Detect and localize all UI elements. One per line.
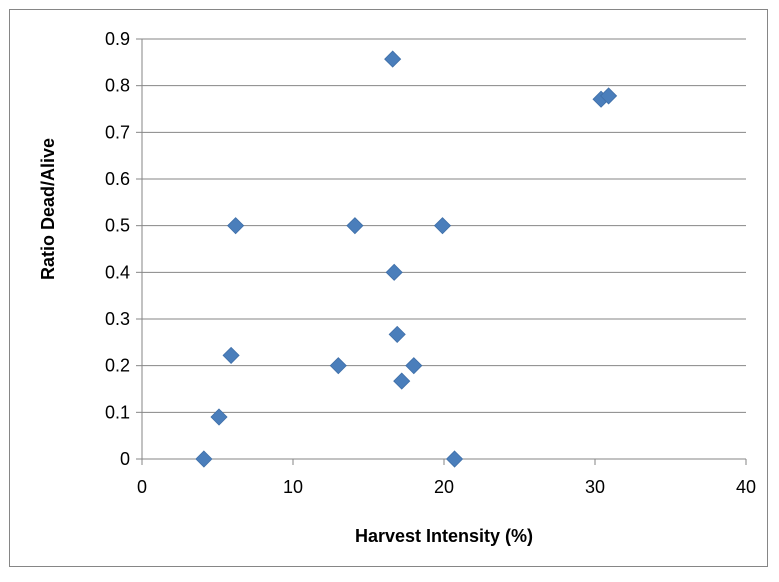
data-point [600,87,618,105]
x-tick-labels: 0 10 20 30 40 [137,477,756,497]
x-tick-label: 10 [283,477,303,497]
data-point [388,325,406,343]
chart-border [9,9,768,567]
data-points [195,50,618,468]
y-tick-label: 0.3 [105,309,130,329]
data-point [346,217,364,235]
x-tick-label: 30 [585,477,605,497]
y-tick-label: 0.9 [105,29,130,49]
axes [141,39,746,460]
data-point [210,408,228,426]
x-tick-label: 40 [736,477,756,497]
x-tick-label: 20 [434,477,454,497]
data-point [405,357,423,375]
y-tick-label: 0.4 [105,262,130,282]
data-point [195,450,213,468]
data-point [384,50,402,68]
y-tick-labels: 0 0.1 0.2 0.3 0.4 0.5 0.6 0.7 0.8 0.9 [105,29,130,469]
y-tick-label: 0.6 [105,169,130,189]
y-tick-label: 0.5 [105,216,130,236]
data-point [329,357,347,375]
data-point [393,372,411,390]
data-point [227,217,245,235]
data-point [433,217,452,235]
data-point [385,263,403,281]
y-tick-label: 0.1 [105,402,130,422]
y-tick-label: 0.7 [105,122,130,142]
x-axis-title: Harvest Intensity (%) [355,526,533,546]
data-point [446,450,464,468]
y-tick-label: 0 [120,449,130,469]
data-point [222,346,240,364]
y-tick-label: 0.8 [105,76,130,96]
x-tick-label: 0 [137,477,147,497]
y-tick-label: 0.2 [105,356,130,376]
y-axis-title: Ratio Dead/Alive [38,138,58,280]
